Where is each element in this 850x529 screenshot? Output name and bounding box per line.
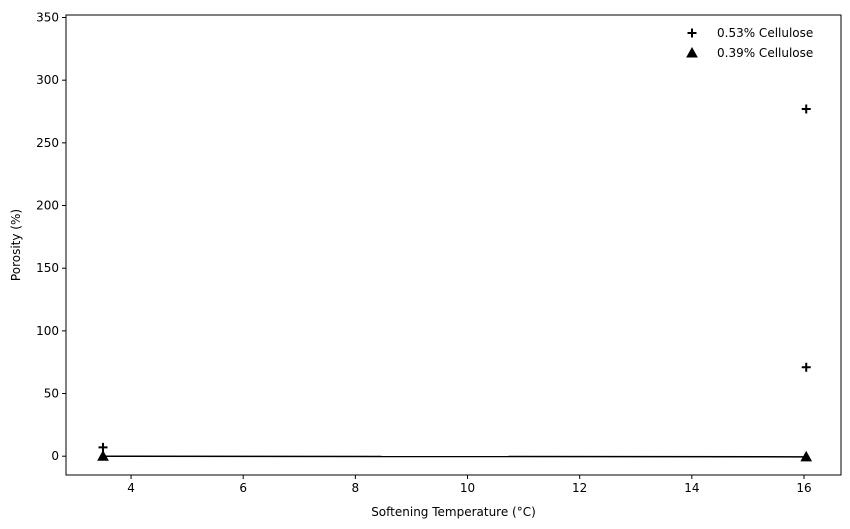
legend-marker	[686, 46, 698, 58]
x-axis-label: Softening Temperature (°C)	[371, 505, 536, 519]
legend-label: 0.39% Cellulose	[717, 46, 813, 60]
y-tick-label: 200	[36, 199, 59, 213]
x-tick-label: 10	[460, 481, 475, 495]
x-tick-label: 8	[352, 481, 360, 495]
triangle-marker-point	[97, 450, 109, 461]
y-axis-label: Porosity (%)	[9, 209, 23, 281]
y-tick-label: 250	[36, 136, 59, 150]
x-tick-label: 12	[572, 481, 587, 495]
y-tick-label: 100	[36, 324, 59, 338]
x-tick-label: 14	[684, 481, 699, 495]
x-tick-label: 16	[796, 481, 811, 495]
legend-label: 0.53% Cellulose	[717, 26, 813, 40]
y-axis: 0 50 100 150 200 250 300 350	[36, 11, 66, 463]
x-tick-label: 4	[127, 481, 135, 495]
legend-marker	[687, 28, 697, 38]
x-axis: 4 6 8 10 12 14 16	[127, 475, 812, 495]
x-tick-label: 6	[239, 481, 247, 495]
legend: 0.53% Cellulose 0.39% Cellulose	[686, 26, 813, 60]
plot-frame	[65, 14, 842, 476]
data-points	[97, 104, 813, 462]
y-tick-label: 150	[36, 261, 59, 275]
y-tick-label: 300	[36, 73, 59, 87]
plus-marker-point	[801, 362, 811, 372]
series-line	[103, 455, 807, 458]
y-tick-label: 50	[44, 387, 59, 401]
y-tick-label: 0	[51, 449, 59, 463]
trend-lines	[103, 455, 807, 458]
plus-marker-point	[801, 104, 811, 114]
y-tick-label: 350	[36, 11, 59, 25]
triangle-marker-point	[800, 450, 813, 462]
